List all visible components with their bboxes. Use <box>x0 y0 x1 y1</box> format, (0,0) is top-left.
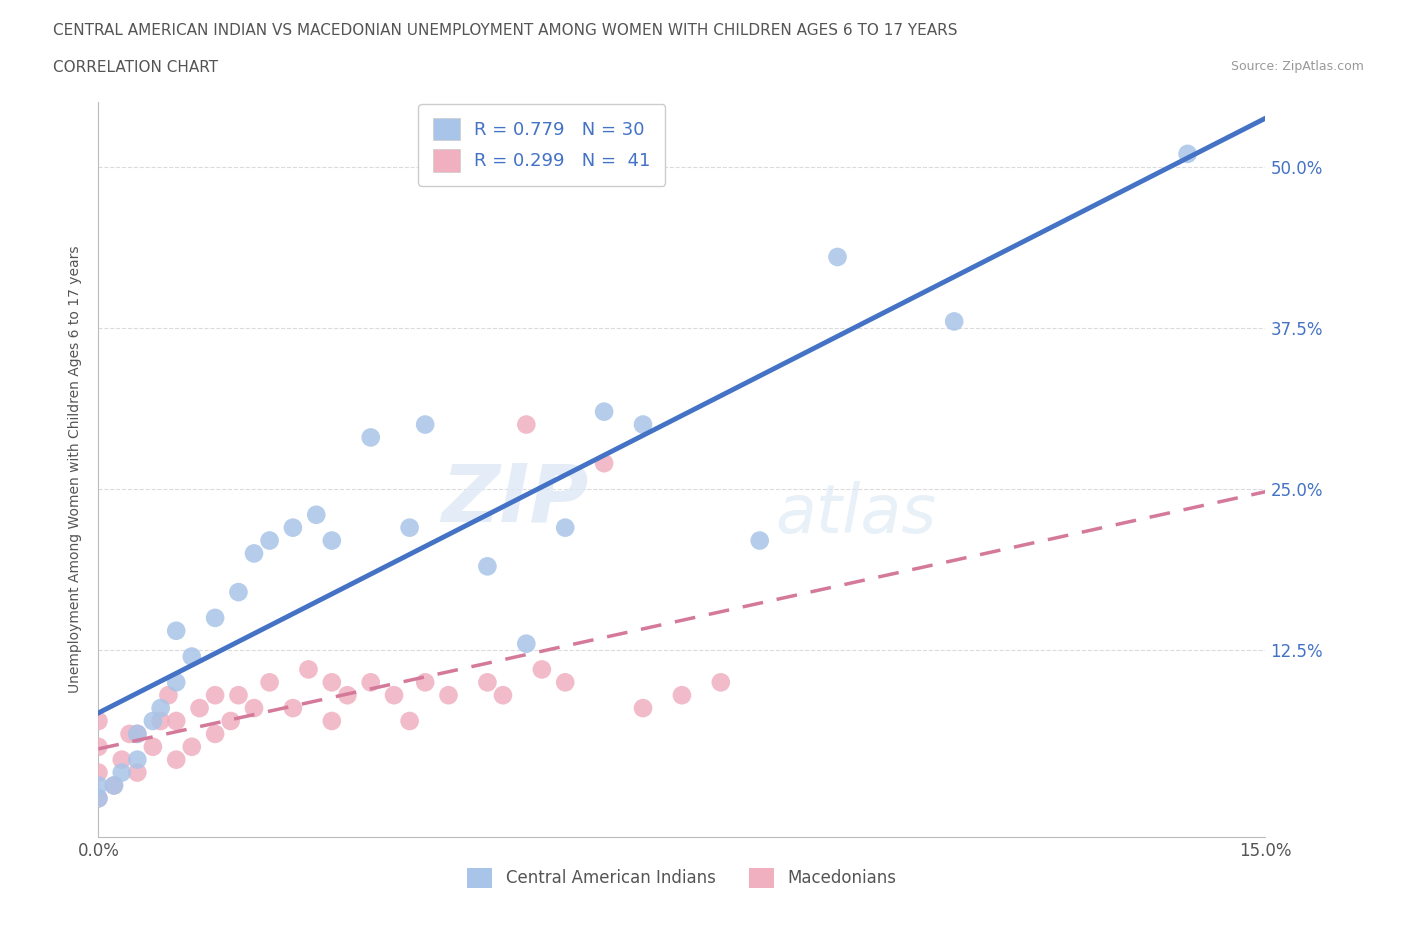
Point <box>142 739 165 754</box>
Point <box>321 713 343 728</box>
Point <box>515 636 537 651</box>
Point <box>827 249 849 264</box>
Point <box>1177 146 1199 161</box>
Point <box>103 778 125 793</box>
Point <box>336 688 359 703</box>
Point <box>243 700 266 715</box>
Point <box>748 533 770 548</box>
Point <box>321 675 343 690</box>
Point <box>554 520 576 535</box>
Point <box>305 508 328 523</box>
Point <box>228 688 250 703</box>
Point <box>149 713 172 728</box>
Point <box>103 778 125 793</box>
Point <box>259 533 281 548</box>
Point <box>87 713 110 728</box>
Point <box>297 662 319 677</box>
Point <box>360 675 382 690</box>
Point <box>281 520 304 535</box>
Legend: Central American Indians, Macedonians: Central American Indians, Macedonians <box>461 861 903 895</box>
Point <box>593 405 616 419</box>
Point <box>398 713 420 728</box>
Point <box>228 585 250 600</box>
Point <box>180 739 202 754</box>
Point <box>118 726 141 741</box>
Point <box>477 559 499 574</box>
Point <box>530 662 553 677</box>
Point <box>87 790 110 805</box>
Point <box>710 675 733 690</box>
Point <box>631 700 654 715</box>
Text: Source: ZipAtlas.com: Source: ZipAtlas.com <box>1230 60 1364 73</box>
Text: ZIP: ZIP <box>441 460 589 538</box>
Point <box>259 675 281 690</box>
Point <box>631 417 654 432</box>
Text: CENTRAL AMERICAN INDIAN VS MACEDONIAN UNEMPLOYMENT AMONG WOMEN WITH CHILDREN AGE: CENTRAL AMERICAN INDIAN VS MACEDONIAN UN… <box>53 23 957 38</box>
Point <box>398 520 420 535</box>
Text: atlas: atlas <box>775 481 936 547</box>
Point <box>437 688 460 703</box>
Point <box>593 456 616 471</box>
Point <box>165 623 187 638</box>
Point <box>204 726 226 741</box>
Point <box>219 713 242 728</box>
Point <box>281 700 304 715</box>
Point <box>492 688 515 703</box>
Point <box>554 675 576 690</box>
Point <box>180 649 202 664</box>
Point <box>87 765 110 780</box>
Point <box>157 688 180 703</box>
Point <box>413 675 436 690</box>
Point <box>360 430 382 445</box>
Y-axis label: Unemployment Among Women with Children Ages 6 to 17 years: Unemployment Among Women with Children A… <box>69 246 83 694</box>
Point <box>87 739 110 754</box>
Point <box>943 314 966 329</box>
Point <box>87 790 110 805</box>
Point <box>382 688 405 703</box>
Point <box>243 546 266 561</box>
Point <box>149 700 172 715</box>
Point <box>321 533 343 548</box>
Point <box>413 417 436 432</box>
Point <box>204 688 226 703</box>
Point <box>127 726 149 741</box>
Point <box>188 700 211 715</box>
Point <box>142 713 165 728</box>
Point <box>165 713 187 728</box>
Point <box>111 765 134 780</box>
Point <box>127 752 149 767</box>
Point <box>165 752 187 767</box>
Text: CORRELATION CHART: CORRELATION CHART <box>53 60 218 75</box>
Point <box>111 752 134 767</box>
Point <box>127 765 149 780</box>
Point <box>165 675 187 690</box>
Point <box>127 726 149 741</box>
Point <box>87 778 110 793</box>
Point <box>671 688 693 703</box>
Point <box>477 675 499 690</box>
Point <box>515 417 537 432</box>
Point <box>204 610 226 625</box>
